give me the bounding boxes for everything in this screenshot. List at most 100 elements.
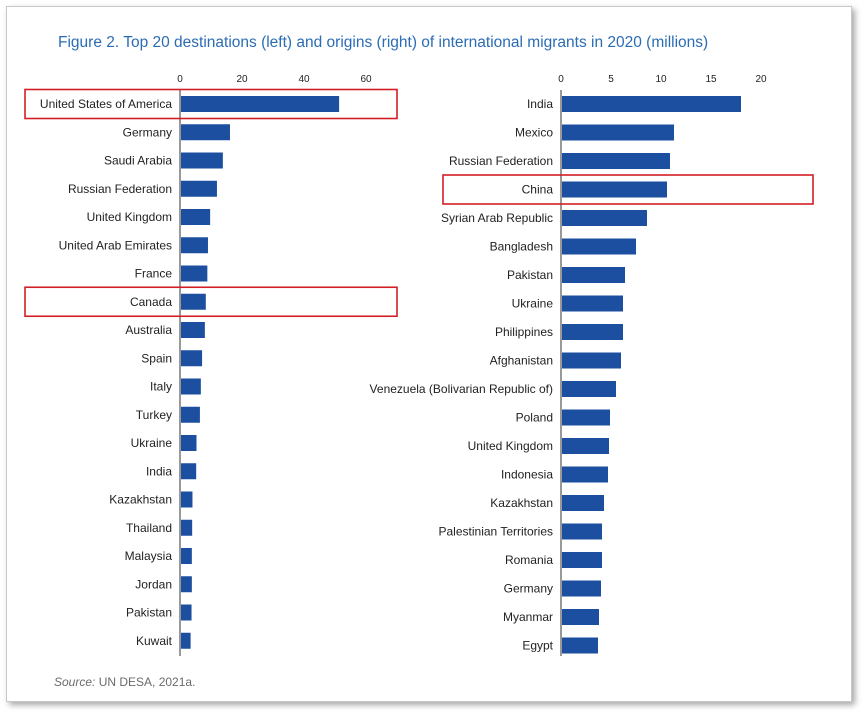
source-text: UN DESA, 2021a. xyxy=(95,675,196,689)
left-bar-germany xyxy=(181,124,230,141)
right-bar-pakistan xyxy=(562,267,625,283)
right-bar-bangladesh xyxy=(562,238,636,255)
right-category-label: Myanmar xyxy=(503,610,553,624)
right-bar-romania xyxy=(562,552,602,568)
left-bar-kazakhstan xyxy=(181,491,193,508)
right-category-label: United Kingdom xyxy=(468,439,553,453)
right-bar-afghanistan xyxy=(562,352,621,369)
right-category-label: Russian Federation xyxy=(449,154,553,168)
right-bar-palestinian-territories xyxy=(562,523,602,540)
left-bar-saudi-arabia xyxy=(181,152,223,169)
left-tick-label: 60 xyxy=(360,74,372,85)
right-category-label: China xyxy=(522,183,554,197)
left-tick-label: 0 xyxy=(177,74,183,85)
highlight-box-united-states-of-america xyxy=(24,88,398,120)
left-bar-italy xyxy=(181,378,201,395)
right-tick-label: 20 xyxy=(755,74,767,85)
right-origins-chart: 0 5 10 15 20 India Mexico Russian Federation Chi… xyxy=(370,74,814,656)
chart-title: Figure 2. Top 20 destinations (left) and… xyxy=(58,34,709,51)
left-bar-russian-federation xyxy=(181,180,217,197)
right-bar-russian-federation xyxy=(562,153,670,169)
left-category-label: Malaysia xyxy=(125,549,173,563)
highlight-box-canada xyxy=(24,286,398,318)
left-category-label: United Arab Emirates xyxy=(59,238,172,252)
right-bar-china xyxy=(562,181,667,198)
right-category-label: Indonesia xyxy=(501,468,553,482)
left-bar-malaysia xyxy=(181,548,192,564)
left-category-label: Saudi Arabia xyxy=(104,154,172,168)
left-category-label: India xyxy=(146,464,172,478)
right-tick-label: 5 xyxy=(608,74,614,85)
left-category-label: Ukraine xyxy=(131,436,173,450)
left-bar-turkey xyxy=(181,406,200,423)
right-category-label: Ukraine xyxy=(512,297,554,311)
left-tick-label: 20 xyxy=(236,74,248,85)
right-tick-label: 15 xyxy=(705,74,717,85)
source-label: Source: xyxy=(54,675,96,689)
right-bar-indonesia xyxy=(562,466,608,483)
left-category-label: Jordan xyxy=(135,577,172,591)
right-category-label: Romania xyxy=(505,553,553,567)
left-bar-india xyxy=(181,463,197,480)
left-category-label: Spain xyxy=(141,351,172,365)
left-category-label: Kazakhstan xyxy=(109,493,172,507)
left-bar-ukraine xyxy=(181,435,197,451)
right-category-label: Palestinian Territories xyxy=(439,525,554,539)
right-bar-united-kingdom xyxy=(562,438,609,454)
left-bar-united-kingdom xyxy=(181,209,211,225)
left-category-label: Thailand xyxy=(126,521,172,535)
right-category-label: Mexico xyxy=(515,126,553,140)
right-tick-label: 0 xyxy=(558,74,564,85)
right-category-label: India xyxy=(527,97,553,111)
source-note: Source: UN DESA, 2021a. xyxy=(54,675,195,689)
right-bar-philippines xyxy=(562,324,623,340)
right-bar-mexico xyxy=(562,124,674,141)
right-tick-label: 10 xyxy=(655,74,667,85)
left-bar-jordan xyxy=(181,576,192,593)
right-bar-ukraine xyxy=(562,295,623,312)
left-bar-spain xyxy=(181,350,203,367)
right-bar-kazakhstan xyxy=(562,495,604,511)
left-category-label: Australia xyxy=(125,323,172,337)
right-bar-venezuela-bolivarian-republic-of xyxy=(562,381,616,397)
left-bar-canada xyxy=(181,293,206,310)
right-category-label: Venezuela (Bolivarian Republic of) xyxy=(370,382,553,396)
right-category-label: Egypt xyxy=(522,639,553,653)
right-category-label: Germany xyxy=(504,582,553,596)
left-category-label: Italy xyxy=(150,380,172,394)
left-bar-united-arab-emirates xyxy=(181,237,208,254)
left-category-label: France xyxy=(135,267,173,281)
right-category-label: Philippines xyxy=(495,325,553,339)
right-bar-india xyxy=(562,96,741,112)
left-category-label: Turkey xyxy=(136,408,172,422)
left-bar-pakistan xyxy=(181,604,192,621)
left-category-label: Kuwait xyxy=(136,634,173,648)
left-category-label: United Kingdom xyxy=(87,210,172,224)
right-category-label: Syrian Arab Republic xyxy=(441,211,553,225)
right-bar-myanmar xyxy=(562,609,599,625)
right-category-label: Pakistan xyxy=(507,268,553,282)
right-category-label: Poland xyxy=(516,411,553,425)
left-category-label: Germany xyxy=(123,125,172,139)
right-bar-poland xyxy=(562,409,610,426)
left-bar-united-states-of-america xyxy=(181,96,340,112)
right-category-label: Afghanistan xyxy=(490,354,553,368)
right-bar-germany xyxy=(562,580,601,597)
left-bar-thailand xyxy=(181,519,193,536)
left-category-label: Canada xyxy=(130,295,172,309)
left-bar-australia xyxy=(181,322,205,338)
left-category-label: Russian Federation xyxy=(68,182,172,196)
left-bar-france xyxy=(181,265,208,282)
highlight-box-china xyxy=(442,174,814,205)
left-tick-label: 40 xyxy=(298,74,310,85)
left-destinations-chart: 0 20 40 60 United States of America Germany Sa… xyxy=(24,74,398,656)
left-category-label: Pakistan xyxy=(126,606,172,620)
figure-frame xyxy=(6,6,852,702)
right-category-label: Bangladesh xyxy=(490,240,553,254)
left-category-label: United States of America xyxy=(40,97,172,111)
left-bar-kuwait xyxy=(181,632,191,649)
right-bar-syrian-arab-republic xyxy=(562,210,647,226)
right-category-label: Kazakhstan xyxy=(490,496,553,510)
right-bar-egypt xyxy=(562,637,598,654)
